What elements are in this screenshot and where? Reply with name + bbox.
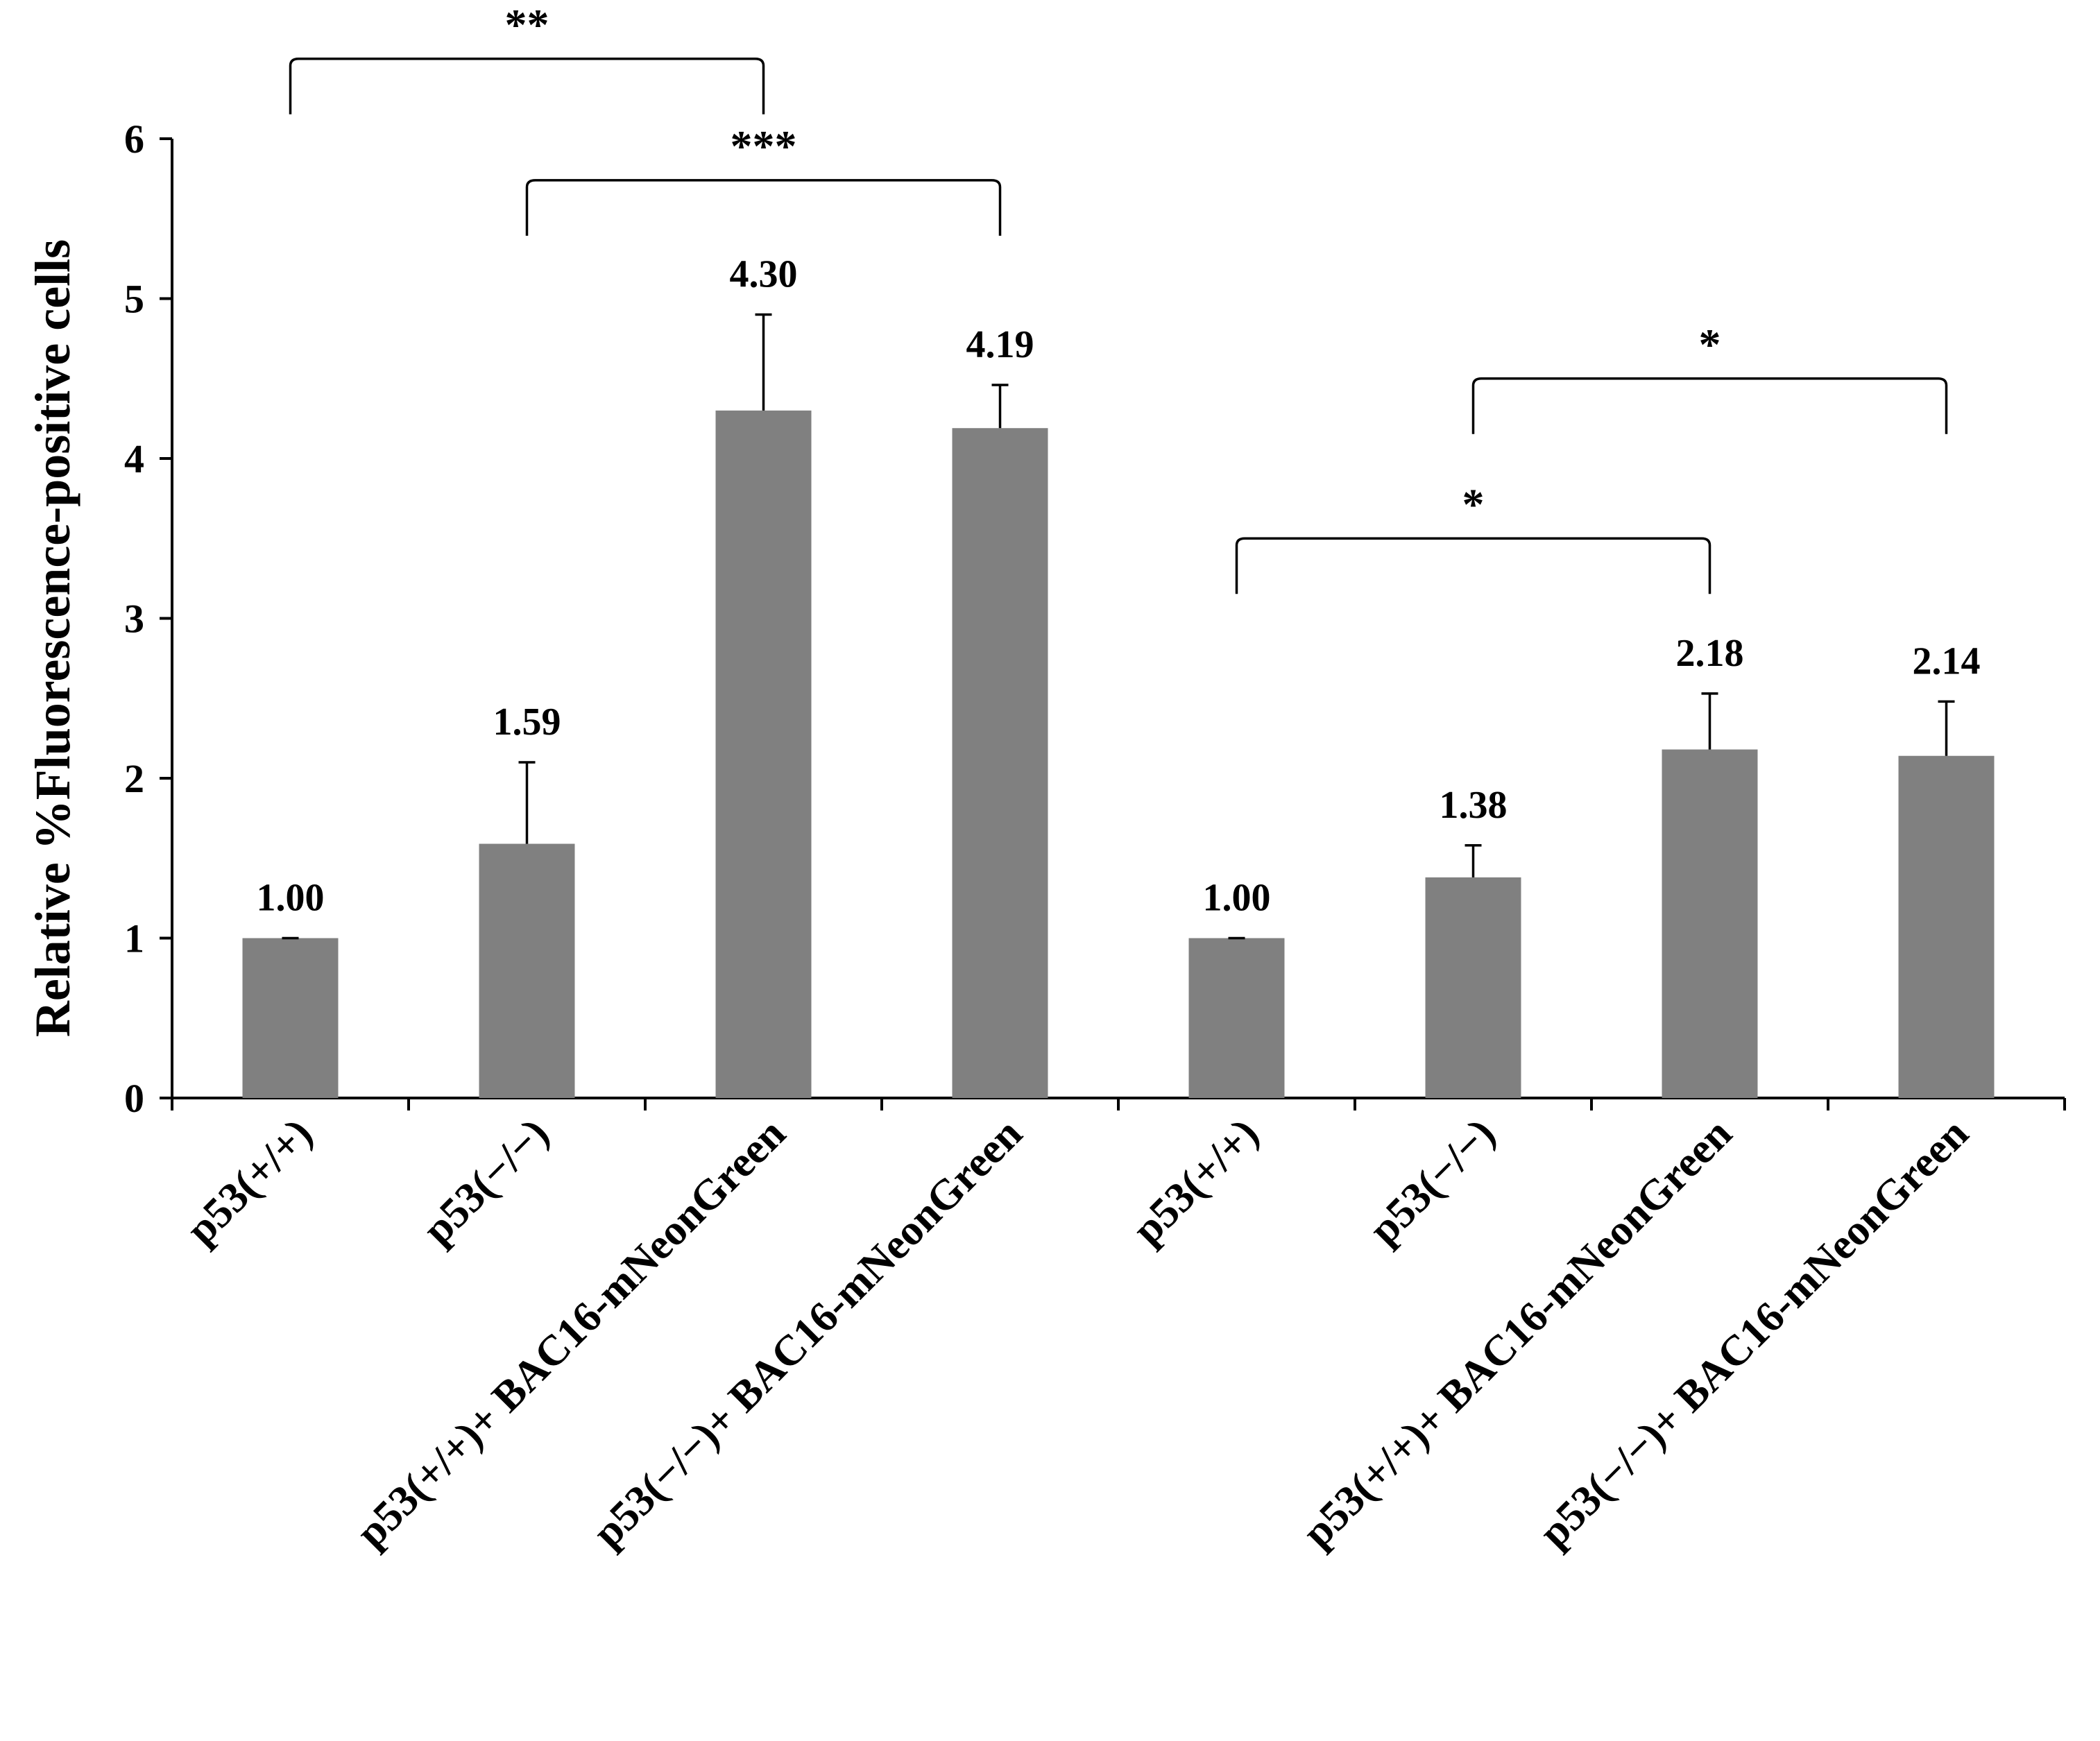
significance-bracket — [1235, 537, 1711, 594]
x-tick-label: p53(−/−)+ BAC16-mNeonGreen — [584, 1110, 1032, 1557]
data-label: 2.18 — [1676, 632, 1744, 675]
significance-bracket — [525, 179, 1002, 236]
bar — [1425, 877, 1521, 1098]
bar — [479, 843, 575, 1098]
bar — [242, 938, 339, 1098]
y-tick-label: 1 — [124, 916, 144, 961]
significance-label: ** — [505, 0, 549, 49]
bar — [1898, 755, 1995, 1098]
x-tick-label: p53(−/−)+ BAC16-mNeonGreen — [1530, 1110, 1978, 1557]
data-label: 4.19 — [966, 323, 1034, 366]
data-label: 4.30 — [730, 253, 798, 296]
significance-label: *** — [731, 121, 797, 171]
significance-label: * — [1699, 320, 1721, 369]
x-tick-label: p53(+/+)+ BAC16-mNeonGreen — [348, 1110, 795, 1557]
y-tick-label: 5 — [124, 277, 144, 322]
y-tick-label: 6 — [124, 117, 144, 162]
data-label: 1.00 — [1203, 877, 1271, 920]
data-label: 2.14 — [1913, 640, 1981, 683]
data-label: 1.00 — [257, 877, 325, 920]
x-tick-label: p53(−/−) — [414, 1110, 558, 1254]
y-tick-label: 4 — [124, 436, 144, 481]
x-tick-label: p53(+/+) — [1124, 1110, 1268, 1254]
significance-bracket — [1471, 377, 1948, 434]
y-tick-label: 0 — [124, 1076, 144, 1121]
data-label: 1.38 — [1440, 784, 1508, 827]
data-label: 1.59 — [493, 701, 561, 744]
bar — [1188, 938, 1285, 1098]
x-tick-label: p53(+/+)+ BAC16-mNeonGreen — [1294, 1110, 1741, 1557]
bar — [1662, 749, 1758, 1098]
significance-bracket — [289, 58, 765, 114]
x-tick-label: p53(−/−) — [1360, 1110, 1505, 1254]
bar — [715, 410, 812, 1098]
y-axis-title: Relative %Fluorescence-positive cells — [25, 239, 80, 1037]
y-tick-label: 3 — [124, 597, 144, 642]
significance-label: * — [1462, 479, 1485, 529]
bar — [952, 428, 1048, 1098]
x-tick-label: p53(+/+) — [178, 1110, 322, 1254]
y-tick-label: 2 — [124, 756, 144, 801]
